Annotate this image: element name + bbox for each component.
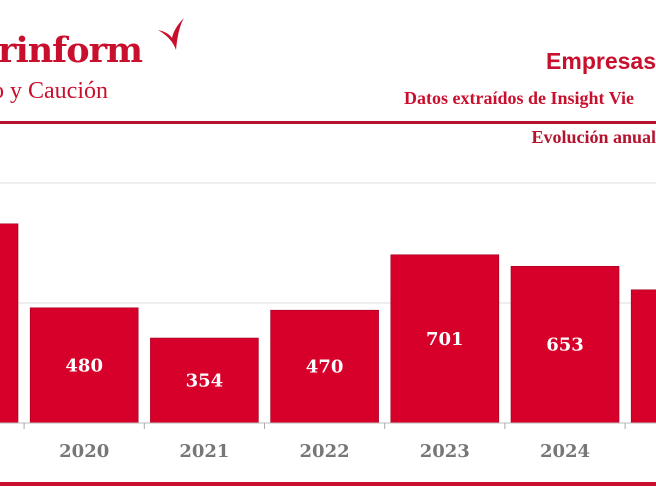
section-heading: Evolución anual: [531, 127, 656, 147]
bar: [390, 254, 500, 424]
x-tick-label: 2020: [59, 441, 109, 462]
bar-value-label: 653: [546, 335, 584, 356]
logo-subtext: o y Caución: [0, 78, 108, 104]
bar-value-label: 354: [186, 371, 224, 392]
bar: [150, 337, 259, 424]
bar: [510, 265, 620, 424]
x-tick-label: 2023: [420, 441, 470, 462]
footer-divider: [0, 482, 656, 486]
logo-swoosh-icon: [158, 18, 184, 50]
header-divider: [0, 121, 656, 124]
x-tick-label: 2022: [300, 441, 350, 462]
bar: [29, 307, 139, 424]
logo-text: rinform: [0, 30, 143, 71]
bar: [270, 309, 379, 424]
bar: [630, 289, 656, 424]
bar-value-label: 701: [426, 329, 464, 350]
bar: [0, 223, 19, 424]
bar-value-label: 480: [65, 355, 103, 376]
page-title: Empresas: [546, 48, 656, 74]
x-tick-label: 2024: [540, 441, 590, 462]
bar-value-label: 470: [306, 357, 344, 378]
page-subtitle: Datos extraídos de Insight Vie: [404, 88, 635, 108]
x-tick-label: 2021: [179, 441, 229, 462]
